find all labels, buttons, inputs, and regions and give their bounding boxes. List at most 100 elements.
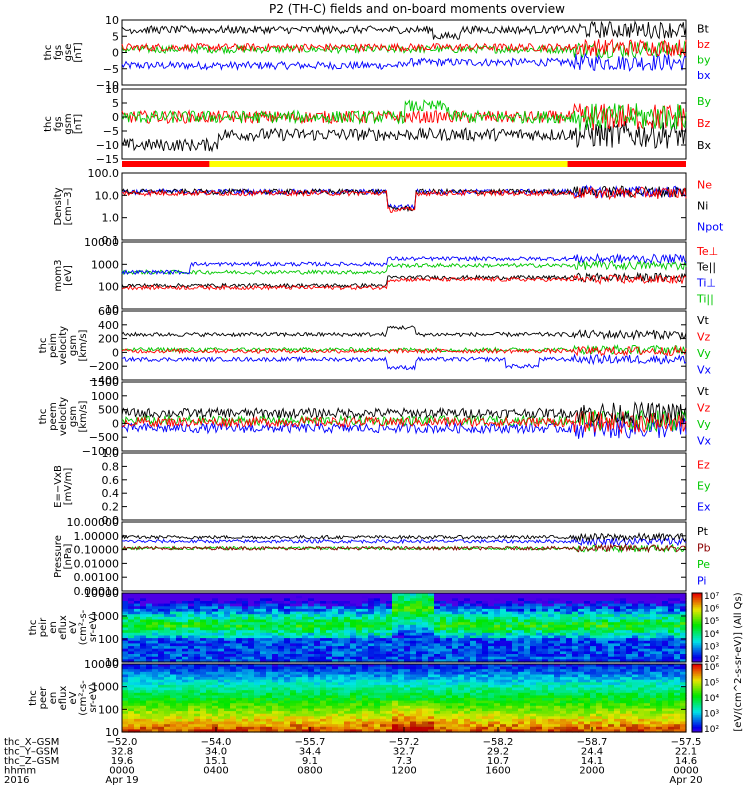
spectrogram-cell xyxy=(296,632,303,637)
spectrogram-cell xyxy=(134,598,141,602)
spectrogram-cell xyxy=(374,601,381,605)
spectrogram-cell xyxy=(314,669,321,673)
spectrogram-cell xyxy=(500,598,507,602)
spectrogram-cell xyxy=(380,616,387,621)
spectrogram-cell xyxy=(524,635,531,639)
spectrogram-cell xyxy=(398,724,405,728)
spectrogram-cell xyxy=(656,632,663,637)
spectrogram-cell xyxy=(404,603,411,607)
spectrogram-cell xyxy=(548,630,555,634)
spectrogram-cell xyxy=(446,659,453,663)
spectrogram-cell xyxy=(206,687,213,691)
spectrogram-cell xyxy=(536,724,543,728)
spectrogram-cell xyxy=(278,703,285,707)
spectrogram-cell xyxy=(236,624,243,629)
spectrogram-cell xyxy=(326,624,333,629)
spectrogram-cell xyxy=(428,624,435,629)
spectrogram-cell xyxy=(158,708,165,712)
spectrogram-cell xyxy=(650,619,657,623)
spectrogram-cell xyxy=(656,630,663,634)
spectrogram-cell xyxy=(284,611,291,615)
spectrogram-cell xyxy=(374,721,381,725)
spectrogram-cell xyxy=(530,677,537,681)
spectrogram-cell xyxy=(350,654,357,658)
spectrogram-cell xyxy=(350,619,357,623)
spectrogram-cell xyxy=(248,711,255,715)
spectrogram-cell xyxy=(308,616,315,621)
spectrogram-cell xyxy=(500,674,507,678)
spectrogram-cell xyxy=(194,651,201,655)
spectrogram-cell xyxy=(254,630,261,634)
spectrogram-cell xyxy=(302,648,309,652)
spectrogram-cell xyxy=(620,718,627,723)
spectrogram-cell xyxy=(656,671,663,675)
spectrogram-cell xyxy=(344,711,351,715)
spectrogram-cell xyxy=(152,708,159,712)
spectrogram-cell xyxy=(386,603,393,607)
spectrogram-cell xyxy=(512,690,519,694)
spectrogram-cell xyxy=(434,679,441,683)
spectrogram-cell xyxy=(362,713,369,717)
spectrogram-cell xyxy=(680,659,687,663)
spectrogram-cell xyxy=(602,654,609,658)
spectrogram-cell xyxy=(128,640,135,645)
spectrogram-cell xyxy=(596,651,603,655)
spectrogram-cell xyxy=(374,627,381,631)
spectrogram-cell xyxy=(548,692,555,696)
spectrogram-cell xyxy=(530,640,537,645)
spectrogram-cell xyxy=(452,656,459,660)
spectrogram-cell xyxy=(476,659,483,663)
spectrogram-cell xyxy=(182,713,189,717)
spectrogram-cell xyxy=(584,711,591,715)
spectrogram-cell xyxy=(476,646,483,650)
spectrogram-cell xyxy=(410,648,417,652)
spectrogram-cell xyxy=(344,632,351,637)
spectrogram-cell xyxy=(470,674,477,678)
spectrogram-cell xyxy=(374,684,381,689)
spectrogram-cell xyxy=(212,593,219,597)
spectrogram-cell xyxy=(200,606,207,610)
spectrogram-cell xyxy=(164,601,171,605)
spectrogram-cell xyxy=(176,646,183,650)
spectrogram-cell xyxy=(584,690,591,694)
spectrogram-cell xyxy=(140,666,147,670)
spectrogram-cell xyxy=(488,659,495,663)
spectrogram-cell xyxy=(158,659,165,663)
spectrogram-cell xyxy=(650,679,657,683)
spectrogram-cell xyxy=(506,598,513,602)
spectrogram-cell xyxy=(428,695,435,699)
spectrogram-cell xyxy=(626,677,633,681)
spectrogram-cell xyxy=(284,640,291,645)
spectrogram-cell xyxy=(584,648,591,652)
spectrogram-cell xyxy=(644,614,651,618)
spectrogram-cell xyxy=(446,648,453,652)
spectrogram-cell xyxy=(596,632,603,637)
spectrogram-cell xyxy=(176,703,183,707)
spectrogram-cell xyxy=(302,698,309,702)
spectrogram-cell xyxy=(212,711,219,715)
spectrogram-cell xyxy=(308,598,315,602)
spectrogram-cell xyxy=(302,632,309,637)
spectrogram-cell xyxy=(488,627,495,631)
spectrogram-cell xyxy=(536,614,543,618)
spectrogram-cell xyxy=(218,659,225,663)
panel-7: 1.00.80.60.40.20.0E=−VxB [mV/m] xyxy=(53,447,687,527)
spectrogram-cell xyxy=(320,601,327,605)
spectrogram-cell xyxy=(326,679,333,683)
spectrogram-cell xyxy=(422,684,429,689)
spectrogram-cell xyxy=(560,601,567,605)
spectrogram-cell xyxy=(602,627,609,631)
spectrogram-cell xyxy=(590,721,597,725)
spectrogram-cell xyxy=(584,616,591,621)
spectrogram-cell xyxy=(344,595,351,599)
spectrogram-cell xyxy=(458,700,465,704)
spectrogram-cell xyxy=(446,654,453,658)
spectrogram-cell xyxy=(140,656,147,660)
spectrogram-cell xyxy=(470,630,477,634)
spectrogram-cell xyxy=(218,619,225,623)
spectrogram-cell xyxy=(512,671,519,675)
spectrogram-cell xyxy=(386,671,393,675)
spectrogram-cell xyxy=(122,721,129,725)
spectrogram-cell xyxy=(584,664,591,668)
spectrogram-cell xyxy=(494,705,501,709)
